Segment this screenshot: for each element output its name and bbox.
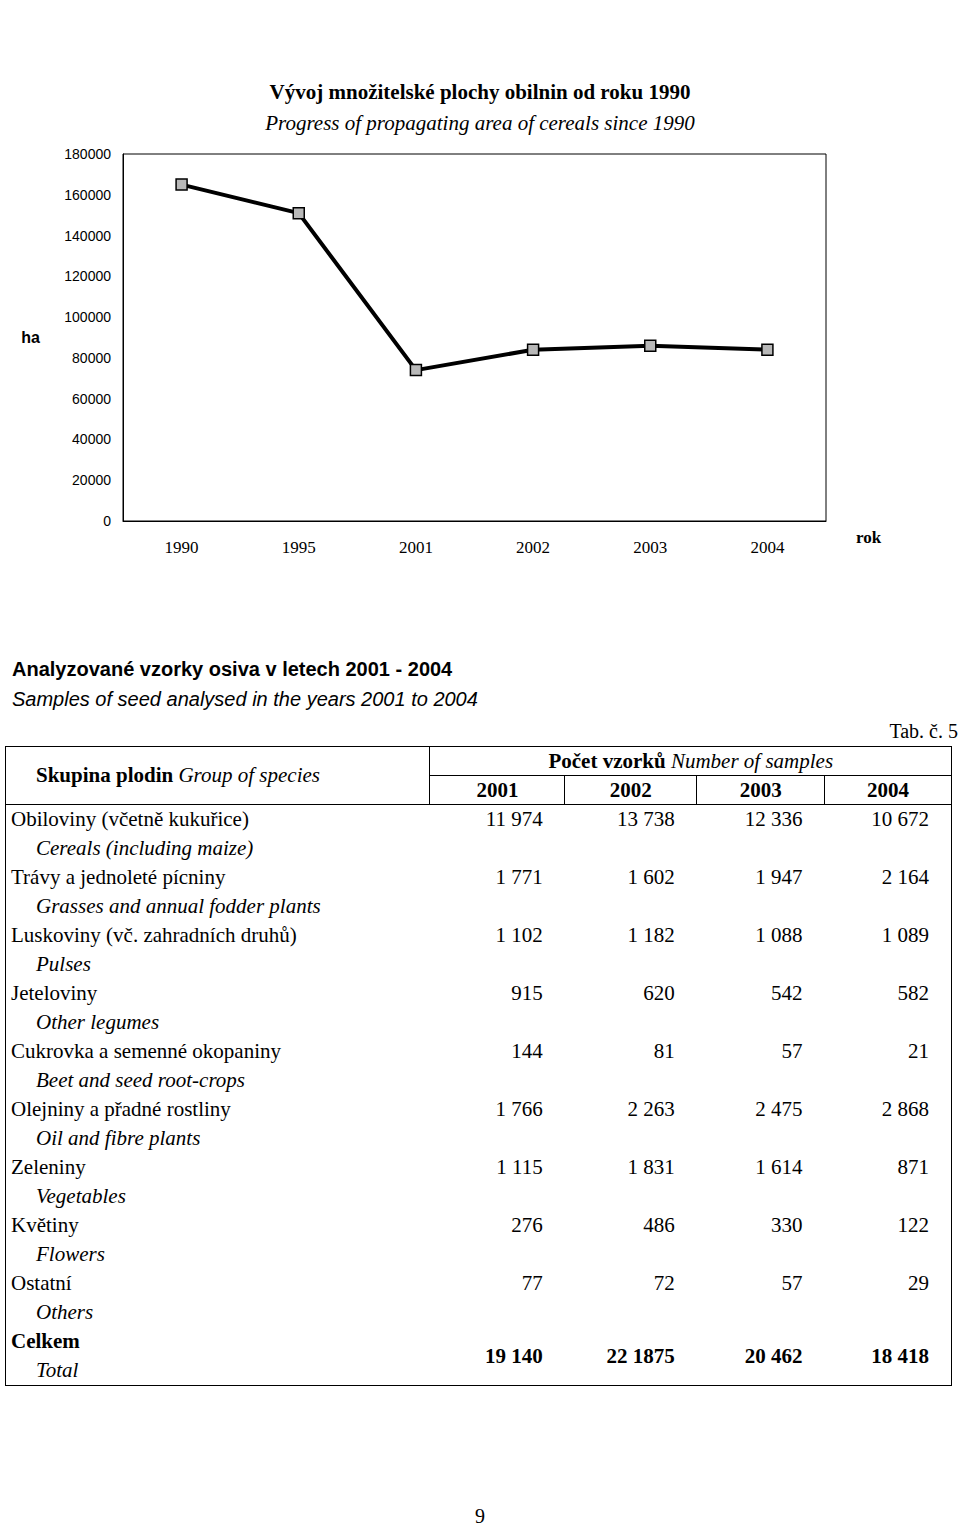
svg-text:120000: 120000 bbox=[64, 268, 111, 284]
html-text:1 947: 1 947 bbox=[755, 865, 803, 889]
html-text:Total: Total bbox=[36, 1358, 79, 1382]
html-text:276: 276 bbox=[511, 1213, 543, 1237]
html-text:Ostatní: Ostatní bbox=[11, 1271, 72, 1295]
html-text:1 115: 1 115 bbox=[496, 1155, 543, 1179]
html-text:542: 542 bbox=[771, 981, 803, 1005]
html-text:81: 81 bbox=[653, 1039, 675, 1063]
html-text:Vegetables: Vegetables bbox=[36, 1184, 126, 1208]
html-text:915: 915 bbox=[511, 981, 543, 1005]
html-text:18 418: 18 418 bbox=[871, 1343, 929, 1368]
html-text:57: 57 bbox=[781, 1039, 803, 1063]
html-text:21: 21 bbox=[908, 1039, 929, 1063]
html-text:2 868: 2 868 bbox=[881, 1097, 929, 1121]
html-text:2002: 2002 bbox=[609, 777, 652, 802]
svg-text:2002: 2002 bbox=[516, 538, 550, 557]
html-text:Cereals (including maize): Cereals (including maize) bbox=[36, 836, 254, 860]
html-text:2001: 2001 bbox=[476, 777, 519, 802]
html-text:10 672: 10 672 bbox=[871, 807, 929, 831]
html-text:Oil and fibre plants: Oil and fibre plants bbox=[36, 1126, 201, 1150]
html-text:57: 57 bbox=[781, 1271, 803, 1295]
svg-text:40000: 40000 bbox=[72, 431, 111, 447]
html-text:Grasses and annual fodder plan: Grasses and annual fodder plants bbox=[36, 894, 321, 918]
html-text:582: 582 bbox=[897, 981, 929, 1005]
svg-text:20000: 20000 bbox=[72, 472, 111, 488]
html-text:486: 486 bbox=[643, 1213, 675, 1237]
html-text:Květiny: Květiny bbox=[11, 1213, 79, 1237]
svg-text:ha: ha bbox=[21, 329, 40, 346]
svg-text:80000: 80000 bbox=[72, 350, 111, 366]
html-text:Pulses: Pulses bbox=[36, 952, 91, 976]
html-text:Samples of seed analysed in th: Samples of seed analysed in the years 20… bbox=[12, 688, 478, 710]
html-text:29: 29 bbox=[908, 1271, 929, 1295]
html-text:2004: 2004 bbox=[867, 777, 909, 802]
html-text:1 771: 1 771 bbox=[495, 865, 543, 889]
svg-text:1995: 1995 bbox=[282, 538, 316, 557]
html-text:9: 9 bbox=[475, 1505, 485, 1527]
html-text:12 336: 12 336 bbox=[744, 807, 803, 831]
html-text:1 766: 1 766 bbox=[495, 1097, 543, 1121]
html-text:20 462: 20 462 bbox=[744, 1343, 803, 1368]
html-text:Cukrovka a semenné okopaniny: Cukrovka a semenné okopaniny bbox=[11, 1039, 281, 1063]
html-text:11 974: 11 974 bbox=[485, 807, 543, 831]
svg-text:140000: 140000 bbox=[64, 228, 111, 244]
html-text:1 089: 1 089 bbox=[881, 923, 929, 947]
svg-text:100000: 100000 bbox=[64, 309, 111, 325]
html-text:1 614: 1 614 bbox=[755, 1155, 803, 1179]
html-text:Celkem: Celkem bbox=[11, 1329, 80, 1353]
html-text:Other legumes: Other legumes bbox=[36, 1010, 160, 1034]
html-text:Beet and seed root-crops: Beet and seed root-crops bbox=[36, 1068, 245, 1092]
html-text:2003: 2003 bbox=[739, 777, 782, 802]
html-text:330: 330 bbox=[771, 1213, 803, 1237]
svg-text:160000: 160000 bbox=[64, 187, 111, 203]
html-text:1 602: 1 602 bbox=[627, 865, 675, 889]
html-text:1 831: 1 831 bbox=[627, 1155, 675, 1179]
html-text:620: 620 bbox=[643, 981, 675, 1005]
svg-text:0: 0 bbox=[103, 513, 111, 529]
html-text:22 1875: 22 1875 bbox=[606, 1343, 675, 1368]
svg-text:180000: 180000 bbox=[64, 146, 111, 162]
html-text:Jeteloviny: Jeteloviny bbox=[11, 981, 98, 1005]
html-text:871: 871 bbox=[897, 1155, 929, 1179]
html-text:122: 122 bbox=[897, 1213, 929, 1237]
html-text:Olejniny a přadné rostliny: Olejniny a přadné rostliny bbox=[11, 1097, 231, 1121]
html-text:Skupina plodin Group of specie: Skupina plodin Group of species bbox=[36, 763, 320, 787]
html-text:Luskoviny (vč. zahradních druh: Luskoviny (vč. zahradních druhů) bbox=[11, 923, 297, 947]
html-text:1 102: 1 102 bbox=[495, 923, 543, 947]
html-text:72: 72 bbox=[653, 1271, 675, 1295]
svg-text:60000: 60000 bbox=[72, 391, 111, 407]
html-text:2 164: 2 164 bbox=[881, 865, 929, 889]
html-text:Others: Others bbox=[36, 1300, 94, 1324]
html-text:Obiloviny (včetně kukuřice): Obiloviny (včetně kukuřice) bbox=[11, 807, 249, 831]
html-text:144: 144 bbox=[511, 1039, 543, 1063]
html-text:19 140: 19 140 bbox=[485, 1343, 543, 1368]
svg-text:rok: rok bbox=[856, 528, 882, 547]
html-text:2 263: 2 263 bbox=[627, 1097, 675, 1121]
html-text:1 088: 1 088 bbox=[755, 923, 803, 947]
html-text:77: 77 bbox=[521, 1271, 543, 1295]
html-text:Zeleniny: Zeleniny bbox=[11, 1155, 86, 1179]
html-text:Počet vzorků Number of samples: Počet vzorků Number of samples bbox=[548, 748, 834, 773]
html-text:2 475: 2 475 bbox=[755, 1097, 803, 1121]
html-text:Graf č. 2: Graf č. 2 bbox=[878, 0, 952, 24]
svg-text:1990: 1990 bbox=[165, 538, 199, 557]
html-text:Tab. č. 5: Tab. č. 5 bbox=[889, 720, 958, 742]
html-text:Trávy a jednoleté pícniny: Trávy a jednoleté pícniny bbox=[11, 865, 226, 889]
html-text:1 182: 1 182 bbox=[627, 923, 675, 947]
svg-text:2001: 2001 bbox=[399, 538, 433, 557]
html-text:Flowers: Flowers bbox=[36, 1242, 105, 1266]
svg-text:Progress of propagating area o: Progress of propagating area of cereals … bbox=[264, 111, 695, 135]
svg-text:2003: 2003 bbox=[633, 538, 667, 557]
html-text:Analyzované vzorky osiva v let: Analyzované vzorky osiva v letech 2001 -… bbox=[12, 658, 453, 680]
svg-text:Vývoj množitelské plochy obiln: Vývoj množitelské plochy obilnin od roku… bbox=[270, 80, 691, 104]
html-text:13 738: 13 738 bbox=[617, 807, 675, 831]
svg-text:2004: 2004 bbox=[750, 538, 785, 557]
